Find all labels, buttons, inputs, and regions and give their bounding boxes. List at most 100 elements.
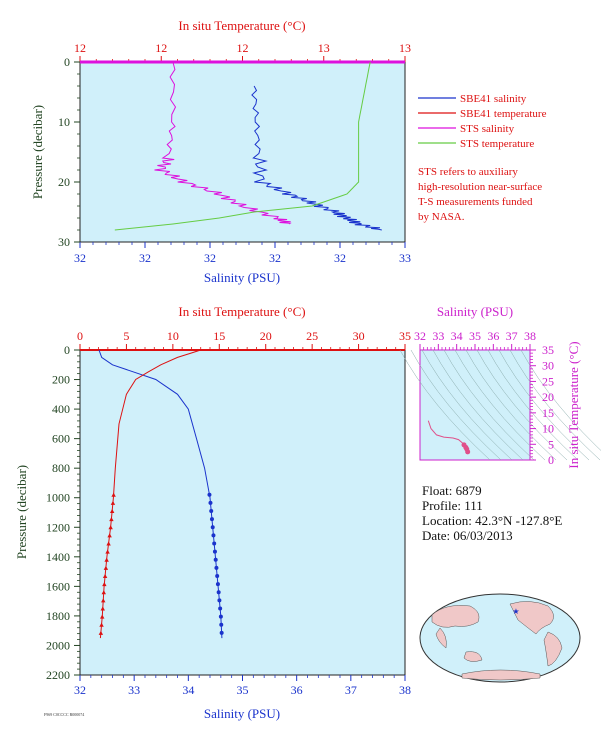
density-contour	[509, 349, 601, 461]
world-map: ★	[419, 593, 581, 683]
density-contour	[465, 349, 557, 461]
top-temperature-ticks: 12 12 12 13 13	[74, 41, 411, 62]
temperature-marker	[99, 622, 104, 627]
tick-label: 0	[77, 329, 83, 343]
tick-label: 37	[345, 683, 357, 697]
salinity-marker	[211, 533, 216, 538]
salinity-marker	[213, 557, 218, 562]
ts-panel: Salinity (PSU) 32 33 34 35 36 37 38 In situ Te…	[399, 304, 601, 469]
tick-label: 1200	[46, 520, 70, 534]
map-land-asia	[431, 605, 480, 628]
tick-label: 32	[74, 251, 86, 265]
map-land-south-america	[543, 631, 563, 667]
tick-label: 2200	[46, 668, 70, 682]
tick-label: 12	[237, 41, 249, 55]
temperature-marker	[107, 533, 112, 538]
legend-label-sts-temperature: STS temperature	[460, 138, 534, 150]
tick-label: 0	[64, 55, 70, 69]
map-land-australia	[463, 651, 483, 662]
density-contour	[421, 349, 513, 461]
tick-label: 35	[237, 683, 249, 697]
temperature-marker	[102, 573, 108, 579]
ts-point	[465, 449, 471, 455]
temperature-marker	[109, 516, 114, 522]
profile-plot-area	[79, 349, 406, 676]
sts-temperature-line	[114, 61, 371, 231]
density-contour	[487, 349, 579, 461]
temperature-marker	[100, 614, 105, 619]
tick-label: 10	[167, 329, 179, 343]
profile-lines	[98, 349, 224, 639]
tick-label: 15	[542, 406, 554, 420]
salinity-marker	[209, 509, 214, 514]
salinity-marker	[212, 541, 217, 546]
salinity-marker	[212, 549, 217, 554]
profile-temperature-ticks: 0 5 10 15 20 25 30 35	[77, 329, 411, 350]
temperature-marker	[102, 581, 107, 587]
tick-label: 0	[548, 453, 554, 467]
temperature-marker	[100, 606, 105, 611]
legend: SBE41 salinity SBE41 temperature STS sal…	[418, 93, 547, 223]
tick-label: 20	[260, 329, 272, 343]
sbe41-salinity-line	[251, 85, 382, 231]
temperature-marker	[108, 525, 113, 530]
tick-label: 35	[542, 343, 554, 357]
top-temperature-axis-title: In situ Temperature (°C)	[178, 18, 305, 33]
top-salinity-ticks: 32 32 32 32 32 33	[74, 242, 411, 265]
profile-panel: In situ Temperature (°C) 0 5 10 15 20 25 30 35 …	[14, 304, 411, 721]
density-contour	[399, 349, 491, 461]
tick-label: 38	[399, 683, 411, 697]
legend-note-line-2: high-resolution near-surface	[418, 181, 542, 193]
tick-label: 34	[451, 329, 463, 343]
top-plot-area	[79, 61, 406, 243]
profile-temperature-axis-title: In situ Temperature (°C)	[178, 304, 305, 319]
tick-label: 5	[123, 329, 129, 343]
tick-label: 32	[269, 251, 281, 265]
density-contour	[432, 349, 524, 461]
salinity-marker	[219, 630, 224, 635]
tick-label: 32	[139, 251, 151, 265]
tick-label: 32	[204, 251, 216, 265]
salinity-marker	[214, 565, 219, 570]
salinity-marker	[218, 614, 223, 619]
tick-label: 35	[399, 329, 411, 343]
density-contour	[520, 349, 601, 451]
legend-note-line-4: by NASA.	[418, 211, 465, 223]
tick-label: 30	[542, 359, 554, 373]
tick-label: 13	[399, 41, 411, 55]
tick-label: 13	[318, 41, 330, 55]
salinity-marker	[218, 606, 223, 611]
tick-label: 33	[432, 329, 444, 343]
tick-label: 10	[58, 115, 70, 129]
salinity-marker	[215, 574, 220, 579]
top-pressure-ticks: 0 10 20 30	[58, 55, 80, 249]
tick-label: 12	[155, 41, 167, 55]
temperature-marker	[105, 549, 110, 554]
temperature-marker	[109, 508, 115, 514]
salinity-marker	[215, 582, 220, 587]
temperature-marker	[98, 630, 104, 635]
tick-label: 600	[52, 432, 70, 446]
top-salinity-axis-title: Salinity (PSU)	[204, 270, 280, 285]
tick-label: 38	[524, 329, 536, 343]
legend-label-sbe41-temperature: SBE41 temperature	[460, 108, 547, 120]
profile-salinity-ticks: 32 33 34 35 36 37 38	[74, 675, 411, 697]
temperature-marker	[101, 590, 106, 595]
tick-label: 1400	[46, 550, 70, 564]
tick-label: 800	[52, 461, 70, 475]
tick-label: 1000	[46, 491, 70, 505]
legend-note-line-1: STS refers to auxiliary	[418, 166, 518, 178]
tick-label: 32	[74, 683, 86, 697]
temperature-marker	[103, 565, 109, 570]
temperature-marker	[106, 541, 111, 546]
salinity-marker	[210, 525, 215, 530]
salinity-marker	[216, 590, 221, 595]
density-contour	[443, 349, 535, 461]
tick-label: 1800	[46, 609, 70, 623]
salinity-marker	[208, 500, 213, 505]
float-info: Float: 6879 Profile: 111 Location: 42.3°…	[422, 483, 562, 543]
tick-label: 30	[353, 329, 365, 343]
ts-plot-area	[419, 349, 531, 461]
tick-label: 400	[52, 402, 70, 416]
temperature-marker	[104, 557, 109, 562]
